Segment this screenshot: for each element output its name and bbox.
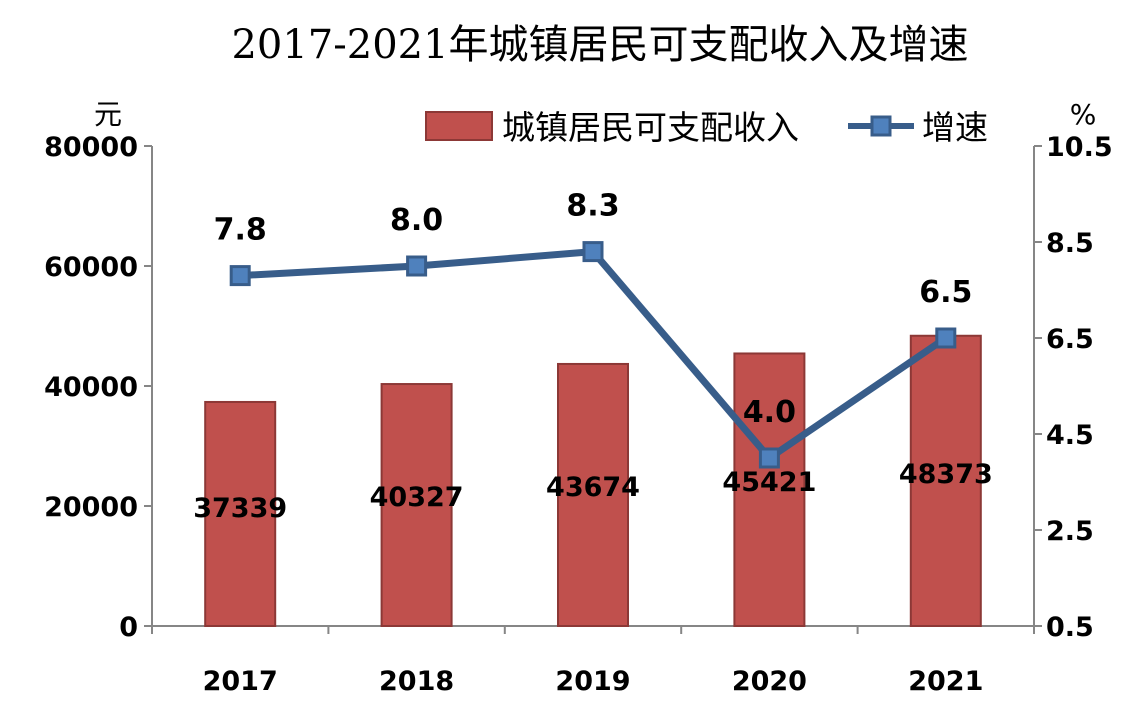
data-labels: 37339 40327 43674 45421 48373 7.8 8.0 8.3 4.0 6.5 <box>193 189 993 524</box>
right-tick-label: 0.5 <box>1046 612 1094 643</box>
left-tick-label: 80000 <box>44 132 138 163</box>
bar-value-label: 43674 <box>546 472 640 503</box>
x-tick-label: 2017 <box>203 666 278 697</box>
bar-2018 <box>380 383 453 627</box>
bar-2017 <box>204 400 277 627</box>
growth-value-label: 7.8 <box>214 213 267 248</box>
right-tick-label: 2.5 <box>1046 516 1094 547</box>
left-tick-label: 0 <box>119 612 138 643</box>
chart-title: 2017-2021年城镇居民可支配收入及增速 <box>231 22 968 68</box>
left-tick-label: 60000 <box>44 252 138 283</box>
growth-point-2020 <box>758 447 780 469</box>
left-tick-label: 40000 <box>44 372 138 403</box>
bar-2019 <box>557 362 629 627</box>
growth-value-label: 4.0 <box>743 395 796 430</box>
bar-value-label: 37339 <box>193 493 287 524</box>
left-tick-label: 20000 <box>44 492 138 523</box>
x-tick-label: 2020 <box>732 666 807 697</box>
right-tick-label: 8.5 <box>1046 228 1094 259</box>
legend-marker-growth <box>870 115 892 137</box>
legend-swatch-income <box>425 111 493 141</box>
right-tick-label: 4.5 <box>1046 420 1094 451</box>
growth-value-label: 8.3 <box>566 189 619 224</box>
growth-point-2021 <box>935 327 957 349</box>
x-tick-label: 2019 <box>555 666 630 697</box>
bars <box>204 334 982 627</box>
bar-value-label: 40327 <box>370 482 464 513</box>
right-tick-label: 6.5 <box>1046 324 1094 355</box>
x-tick-label: 2018 <box>379 666 454 697</box>
left-axis-unit: 元 <box>94 98 122 131</box>
legend: 城镇居民可支配收入 增速 <box>425 108 988 147</box>
growth-value-label: 6.5 <box>919 275 972 310</box>
legend-label-growth: 增速 <box>922 108 988 147</box>
growth-point-2017 <box>229 265 251 287</box>
bar-2020 <box>733 352 806 627</box>
growth-line-series <box>229 241 957 469</box>
x-tick-label: 2021 <box>908 666 983 697</box>
right-axis-unit: % <box>1070 98 1097 131</box>
bar-value-label: 45421 <box>722 467 816 498</box>
growth-value-label: 8.0 <box>390 203 443 238</box>
growth-point-2018 <box>406 255 428 277</box>
bar-value-label: 48373 <box>899 459 993 490</box>
growth-point-2019 <box>582 241 604 263</box>
legend-label-income: 城镇居民可支配收入 <box>502 108 799 147</box>
axes: 0 20000 40000 60000 80000 0.5 2.5 4.5 6.5 8.5 10.5… <box>44 132 1113 697</box>
right-tick-label: 10.5 <box>1046 132 1113 163</box>
